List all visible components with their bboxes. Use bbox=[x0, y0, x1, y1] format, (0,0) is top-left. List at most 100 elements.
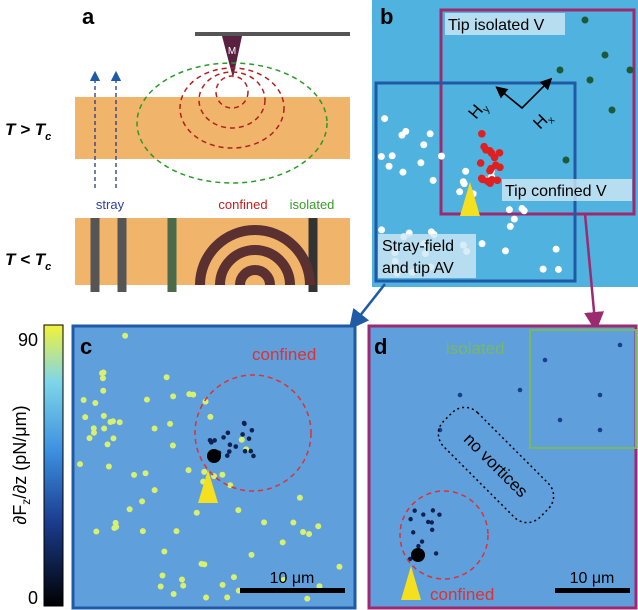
stray-vortex bbox=[261, 519, 267, 525]
stray-vortex bbox=[203, 594, 209, 600]
isolated-text: Tip isolated V bbox=[448, 17, 545, 34]
confined-vortex bbox=[251, 454, 256, 459]
stray-vortex bbox=[555, 266, 562, 273]
confined-vortex bbox=[250, 428, 255, 433]
stray-vortex bbox=[101, 413, 107, 419]
stray-vortex bbox=[86, 435, 92, 441]
stray-vortex bbox=[152, 425, 158, 431]
condition: T > Tc bbox=[5, 120, 51, 143]
stray-vortex bbox=[179, 576, 185, 582]
figure: a M T > Tc stray confined isolated T < T… bbox=[0, 0, 638, 610]
stray-vortex bbox=[220, 582, 226, 588]
isolated-vortex bbox=[587, 77, 594, 84]
stray-vortex bbox=[304, 596, 310, 602]
panel-a: a M T > Tc stray confined isolated T < T… bbox=[5, 4, 350, 292]
confined-vortex bbox=[225, 453, 230, 458]
subscript: c bbox=[45, 131, 51, 143]
stray-vortex bbox=[224, 594, 230, 600]
stray-vortex bbox=[161, 548, 167, 554]
stray-vortex bbox=[219, 472, 225, 478]
confined-vortex bbox=[496, 163, 504, 171]
stray-vortex bbox=[306, 531, 312, 537]
confined-vortex bbox=[430, 520, 434, 524]
stray-vortex bbox=[170, 393, 176, 399]
cb-text: /∂z (pN/μm) bbox=[10, 405, 30, 498]
confined-text: Tip confined V bbox=[505, 183, 607, 200]
condition: T < Tc bbox=[5, 250, 51, 273]
stray-vortex bbox=[462, 168, 469, 175]
confined-vortex bbox=[248, 449, 253, 454]
panel-label: d bbox=[374, 334, 387, 359]
confined-vortex bbox=[243, 449, 248, 454]
tip-cluster bbox=[411, 548, 425, 562]
stray-vortex bbox=[167, 421, 173, 427]
stray-vortex bbox=[507, 223, 514, 230]
confined-vortex bbox=[421, 512, 425, 516]
stray-vortex bbox=[105, 441, 111, 447]
isolated-vortex bbox=[582, 17, 589, 24]
stray-vortex bbox=[92, 400, 98, 406]
panel-label: c bbox=[80, 334, 92, 359]
stray-vortex bbox=[127, 506, 133, 512]
stray-vortex bbox=[152, 487, 158, 493]
stray-vortex bbox=[290, 520, 296, 526]
stray-vortex bbox=[417, 159, 424, 166]
confined-vortex bbox=[408, 517, 412, 521]
stray-vortex bbox=[106, 464, 112, 470]
confined-vortex bbox=[486, 179, 494, 187]
confined-vortex bbox=[437, 512, 441, 516]
confined-vortex bbox=[247, 436, 252, 441]
stray-label: stray bbox=[96, 197, 125, 212]
stray-vortex bbox=[190, 392, 196, 398]
scale-bar bbox=[240, 588, 345, 593]
colorbar-label: ∂Fz/∂z (pN/μm) bbox=[10, 405, 33, 524]
confined-vortex bbox=[221, 435, 226, 440]
confined-vortex bbox=[226, 430, 231, 435]
image bbox=[73, 326, 355, 608]
stray-vortex bbox=[519, 205, 526, 212]
confined-vortex bbox=[479, 176, 487, 184]
confined-vortex bbox=[477, 159, 485, 167]
confined-vortex bbox=[496, 149, 504, 157]
isolated-vortex bbox=[458, 393, 463, 398]
stray-vortex bbox=[171, 591, 177, 597]
stray-vortex bbox=[378, 153, 385, 160]
stray-vortex bbox=[502, 247, 509, 254]
panel-c bbox=[73, 326, 355, 608]
isolated-vortex bbox=[543, 358, 548, 363]
stray-vortex bbox=[438, 153, 445, 160]
cantilever bbox=[195, 32, 350, 36]
stray-vortex bbox=[506, 206, 513, 213]
stray-vortex bbox=[460, 178, 467, 185]
stray-vortex bbox=[159, 573, 165, 579]
stray-vortex bbox=[81, 397, 87, 403]
stray-vortex bbox=[427, 130, 434, 137]
stray-vortex bbox=[99, 370, 105, 376]
confined-vortex bbox=[420, 539, 424, 543]
stray-vortex bbox=[77, 461, 83, 467]
stray-vortex bbox=[101, 425, 107, 431]
scale-bar bbox=[555, 588, 630, 593]
stray-vortex bbox=[140, 528, 146, 534]
stray-vortex bbox=[420, 141, 427, 148]
confined-vortex bbox=[209, 440, 214, 445]
isolated-vortex bbox=[563, 157, 570, 164]
isolated-vortex bbox=[627, 67, 634, 74]
stray-vortex bbox=[100, 375, 106, 381]
stray-vortex bbox=[110, 435, 116, 441]
stray-vortex bbox=[386, 163, 393, 170]
stray-vortex bbox=[553, 246, 560, 253]
stray-vortex bbox=[82, 414, 88, 420]
stray-vortex bbox=[170, 443, 176, 449]
confined-vortex bbox=[431, 508, 435, 512]
stray-vortex bbox=[280, 539, 286, 545]
isolated-vortex bbox=[609, 107, 616, 114]
stray-vortex bbox=[479, 240, 486, 247]
confined-vortex bbox=[228, 442, 233, 447]
stray-vortex bbox=[235, 507, 241, 513]
stray-vortex bbox=[456, 188, 463, 195]
confined-vortex bbox=[242, 421, 247, 426]
stray-vortex bbox=[186, 467, 192, 473]
isolated-label: isolated bbox=[290, 197, 335, 212]
panel-label: a bbox=[82, 4, 95, 29]
